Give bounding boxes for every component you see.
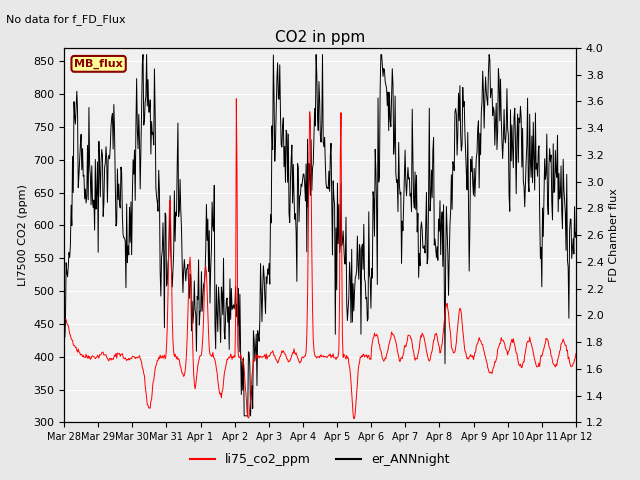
Legend: li75_co2_ppm, er_ANNnight: li75_co2_ppm, er_ANNnight — [186, 448, 454, 471]
Y-axis label: LI7500 CO2 (ppm): LI7500 CO2 (ppm) — [17, 184, 28, 286]
Title: CO2 in ppm: CO2 in ppm — [275, 30, 365, 46]
Text: No data for f_FD_Flux: No data for f_FD_Flux — [6, 14, 126, 25]
Text: MB_flux: MB_flux — [74, 59, 123, 69]
Y-axis label: FD Chamber flux: FD Chamber flux — [609, 188, 619, 282]
